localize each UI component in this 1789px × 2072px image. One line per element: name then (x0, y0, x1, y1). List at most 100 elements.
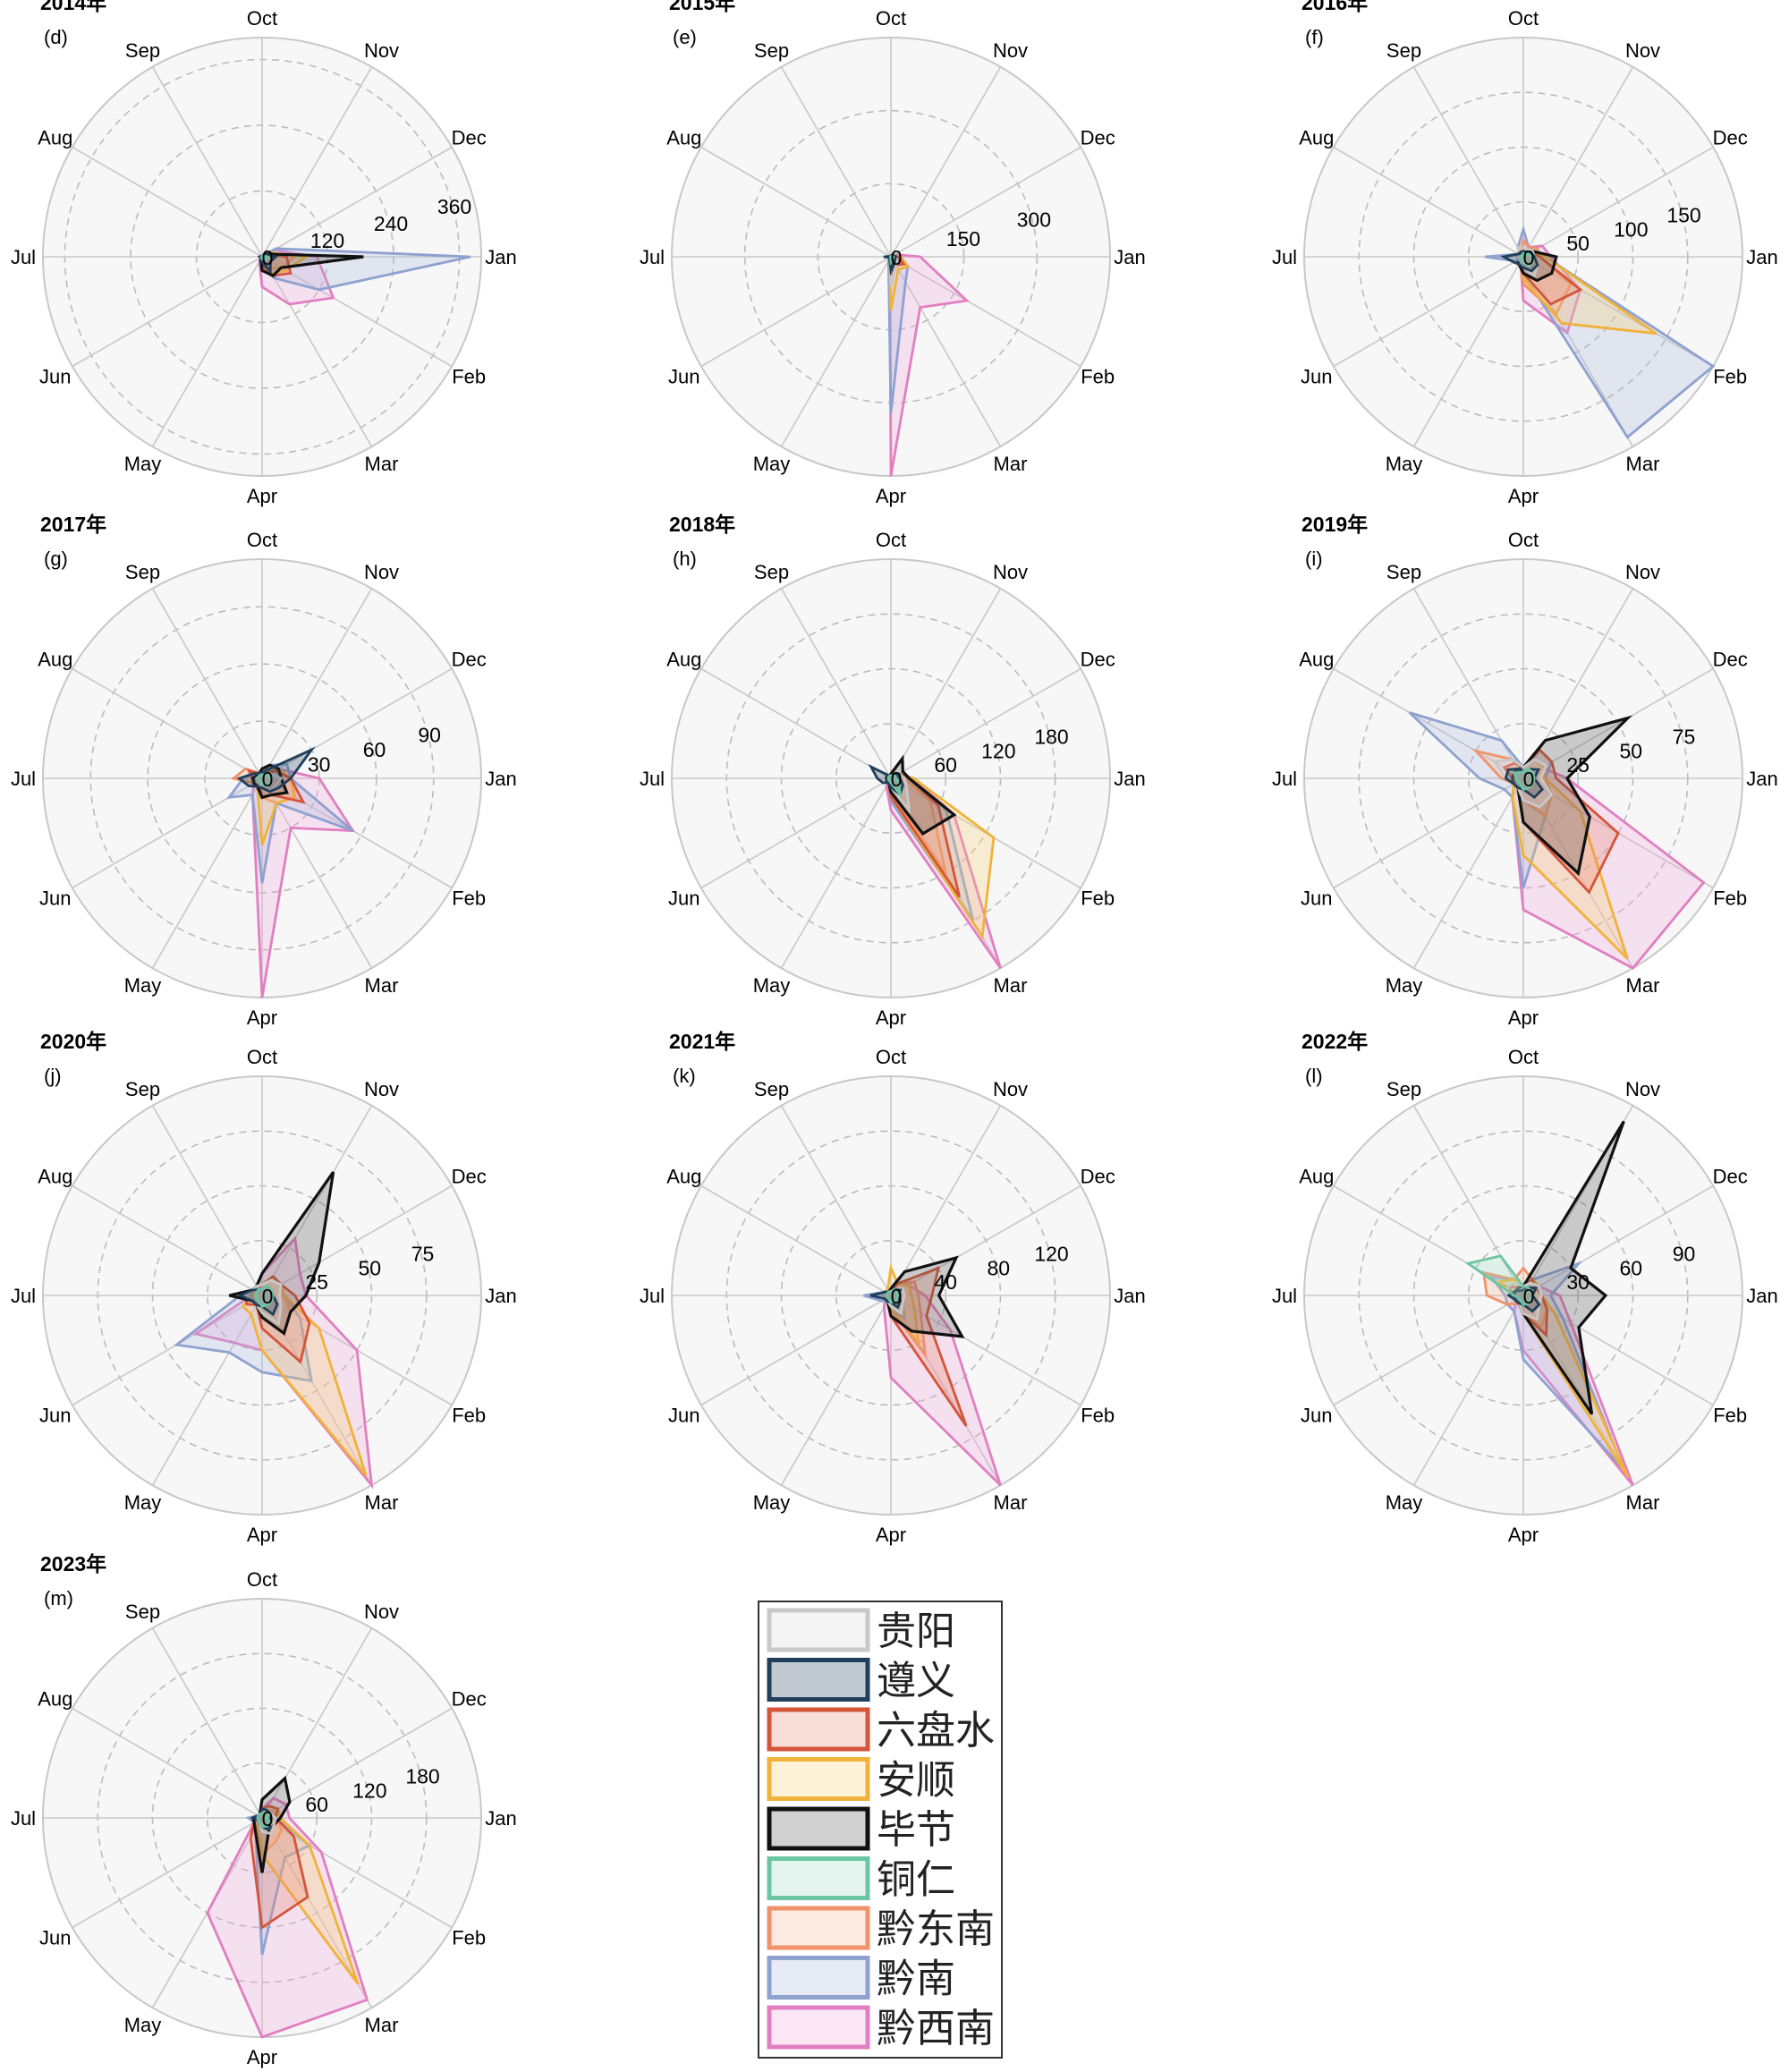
series-铜仁 (259, 254, 270, 261)
month-label-Apr: Apr (1508, 1006, 1539, 1029)
radial-tick-label: 80 (988, 1256, 1011, 1279)
month-label-Dec: Dec (1081, 1166, 1115, 1188)
legend-label: 黔东南 (877, 1907, 995, 1951)
angular-grid-spoke (890, 1185, 1081, 1296)
radial-tick-label: 0 (891, 1285, 903, 1308)
month-label-Jan: Jan (485, 246, 516, 268)
month-label-Dec: Dec (1713, 127, 1748, 149)
year-label: 2016年 (1301, 0, 1368, 14)
angular-grid-spoke (890, 66, 1002, 258)
radial-tick-label: 0 (262, 1285, 274, 1308)
radial-tick-label: 60 (363, 738, 386, 761)
month-label-Jul: Jul (11, 1807, 36, 1830)
month-label-Oct: Oct (247, 1568, 277, 1591)
angular-grid-spoke (780, 66, 892, 258)
month-label-Aug: Aug (1299, 1166, 1334, 1188)
month-label-Jun: Jun (39, 887, 71, 910)
panel-label: (j) (44, 1065, 62, 1087)
month-label-Aug: Aug (1299, 649, 1334, 671)
month-label-Jan: Jan (1114, 1285, 1145, 1307)
month-label-Mar: Mar (994, 974, 1028, 997)
radial-tick-label: 25 (305, 1270, 328, 1294)
panel-label: (i) (1305, 548, 1323, 570)
angular-grid-spoke (72, 146, 263, 258)
month-label-Mar: Mar (1626, 974, 1660, 997)
radial-tick-label: 360 (437, 195, 471, 218)
legend-frame (758, 1601, 1003, 2059)
angular-grid-spoke (72, 256, 263, 368)
month-label-Feb: Feb (1713, 1405, 1747, 1427)
month-label-Jul: Jul (640, 246, 665, 268)
angular-grid-spoke (261, 1105, 373, 1296)
month-label-Apr: Apr (247, 2046, 277, 2068)
angular-grid-spoke (1333, 777, 1524, 889)
angular-grid-spoke (261, 777, 373, 969)
month-label-Oct: Oct (247, 7, 277, 30)
angular-grid-spoke (261, 1295, 373, 1486)
angular-grid-spoke (700, 1185, 892, 1296)
series-铜仁 (257, 773, 274, 788)
panel-label: (k) (673, 1065, 696, 1087)
radial-tick-label: 120 (1034, 1242, 1068, 1265)
panel-label: (h) (673, 548, 697, 570)
angular-grid-spoke (780, 1295, 892, 1486)
month-label-Mar: Mar (994, 1491, 1028, 1514)
year-label: 2023年 (40, 1552, 106, 1575)
radial-tick-label: 50 (359, 1256, 382, 1279)
angular-grid-spoke (1412, 256, 1524, 447)
legend-swatch (767, 1956, 870, 2000)
radial-tick-label: 90 (418, 723, 441, 746)
radial-tick-label: 25 (1566, 753, 1590, 777)
radar-panel-2016年: 0 50 100 150 Jan Feb Mar Apr May Jun Jul Aug Sep Oct N… (1272, 0, 1778, 507)
legend-label: 黔西南 (877, 2007, 995, 2051)
angular-grid-spoke (890, 667, 1081, 779)
month-label-Dec: Dec (452, 127, 487, 149)
radar-panel-2014年: 0 120 240 360 Jan Feb Mar Apr May Jun Jul Aug Sep Oct… (11, 0, 517, 507)
angular-grid-spoke (72, 667, 263, 779)
month-label-Feb: Feb (452, 1405, 486, 1427)
radial-tick-label: 120 (310, 229, 344, 252)
month-label-Apr: Apr (1508, 485, 1539, 507)
month-label-Jul: Jul (1272, 246, 1297, 268)
angular-grid-spoke (151, 66, 263, 258)
radar-panel-2018年: 0 60 120 180 Jan Feb Mar Apr May Jun Jul Aug Sep Oct N… (640, 513, 1146, 1029)
angular-grid-spoke (151, 1627, 263, 1819)
series-铜仁 (1464, 1254, 1534, 1306)
angular-grid-spoke (890, 1105, 1002, 1296)
angular-grid-spoke (151, 256, 263, 447)
legend-item-贵阳: 贵阳 (767, 1608, 955, 1653)
month-label-Jun: Jun (1301, 366, 1332, 388)
legend-swatch (767, 2005, 870, 2050)
radial-tick-label: 0 (1523, 246, 1535, 269)
month-label-Jan: Jan (485, 1285, 516, 1307)
radial-tick-label: 150 (1666, 203, 1700, 226)
angular-grid-spoke (261, 1707, 453, 1819)
month-label-Mar: Mar (365, 974, 399, 997)
month-label-May: May (1386, 453, 1423, 475)
angular-grid-spoke (700, 146, 892, 258)
radial-tick-label: 300 (1017, 208, 1051, 232)
month-label-Jan: Jan (1114, 246, 1145, 268)
month-label-May: May (124, 1491, 162, 1514)
year-label: 2020年 (40, 1030, 106, 1053)
month-label-Apr: Apr (876, 1006, 906, 1029)
month-label-Apr: Apr (247, 1524, 277, 1546)
legend-label: 毕节 (877, 1808, 955, 1852)
angular-grid-spoke (1333, 146, 1524, 258)
angular-grid-spoke (700, 256, 892, 368)
radar-panel-2022年: 0 30 60 90 Jan Feb Mar Apr May Jun Jul Aug Sep Oct Nov… (1272, 1030, 1778, 1546)
month-label-Jan: Jan (485, 768, 516, 790)
angular-grid-spoke (700, 667, 892, 779)
legend-item-遵义: 遵义 (767, 1658, 955, 1703)
radar-panel-2019年: 0 25 50 75 Jan Feb Mar Apr May Jun Jul Aug Sep Oct Nov… (1272, 513, 1778, 1029)
angular-grid-spoke (700, 1295, 892, 1406)
legend-swatch (767, 1608, 870, 1652)
radial-tick-label: 150 (946, 227, 980, 251)
month-label-Dec: Dec (452, 649, 487, 671)
radial-tick-label: 60 (1620, 1256, 1643, 1279)
radial-tick-label: 0 (262, 1807, 274, 1830)
series-铜仁 (1518, 251, 1535, 268)
month-label-Jan: Jan (1746, 1285, 1777, 1307)
month-label-Oct: Oct (1508, 1046, 1539, 1068)
